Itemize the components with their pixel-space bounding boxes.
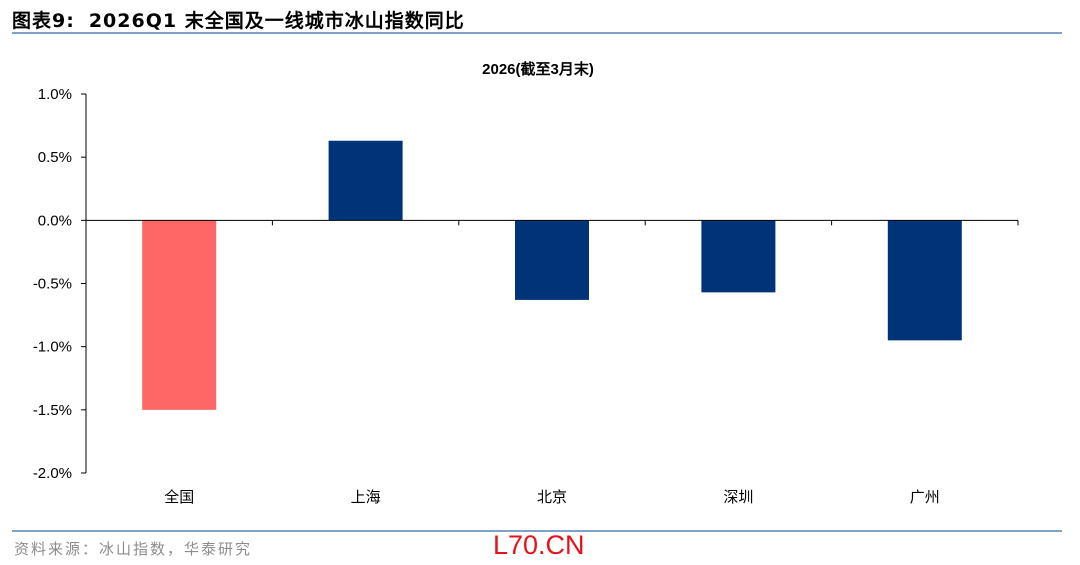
bar-上海 (328, 140, 403, 221)
x-tick-label: 全国 (164, 488, 194, 506)
y-tick-label: 0.0% (38, 212, 72, 229)
axes-group: 1.0% 0.5% 0.0% -0.5% -1.0% -1.5% -2.0% 全国 上海 北京 深圳… (33, 86, 1019, 506)
bar-全国 (142, 220, 217, 410)
y-tick-label: -1.5% (33, 402, 72, 419)
y-tick-label: -0.5% (33, 276, 72, 293)
y-tick-label: -2.0% (33, 465, 72, 482)
top-divider (12, 32, 1062, 34)
x-tick-label: 北京 (537, 489, 567, 506)
y-tick-label: 0.5% (38, 149, 72, 166)
figure-label: 图表9: (12, 10, 75, 32)
bottom-divider (12, 530, 1062, 532)
bar-北京 (515, 220, 589, 300)
figure-title-text: 2026Q1 末全国及一线城市冰山指数同比 (88, 10, 465, 32)
y-tick-label: 1.0% (38, 86, 72, 103)
bar-深圳 (701, 220, 776, 293)
x-tick-label: 上海 (351, 489, 381, 506)
bar-chart: 2026(截至3月末) 1.0% 0.5% 0.0% -0.5% -1.0% -1.5% -… (33, 60, 1019, 506)
watermark-text: L70.CN (493, 530, 585, 560)
bars-group (142, 140, 962, 410)
chart-title: 2026(截至3月末) (482, 60, 594, 78)
y-tick-label: -1.0% (33, 339, 72, 356)
bar-广州 (887, 220, 962, 341)
source-note: 资料来源：冰山指数，华泰研究 (14, 540, 253, 558)
x-tick-label: 深圳 (723, 489, 753, 506)
figure-title: 图表9: 2026Q1 末全国及一线城市冰山指数同比 (12, 6, 465, 33)
x-tick-label: 广州 (910, 489, 940, 506)
